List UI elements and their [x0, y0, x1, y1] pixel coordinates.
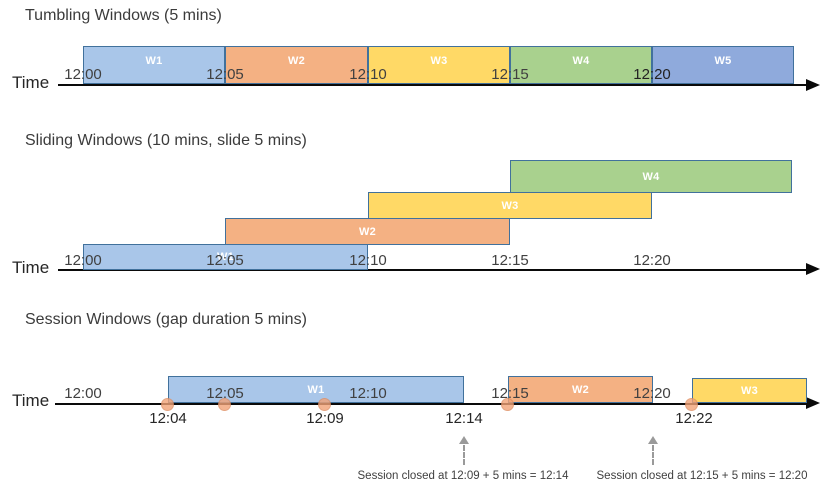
session-close-annotation-1: Session closed at 12:09 + 5 mins = 12:14	[357, 470, 569, 482]
session-tick-1200: 12:00	[64, 385, 102, 402]
sliding-title: Sliding Windows (10 mins, slide 5 mins)	[25, 132, 307, 149]
event-time-label-1209: 12:09	[306, 410, 344, 427]
event-dot-1209	[318, 398, 331, 411]
session-tick-1205: 12:05	[206, 385, 244, 402]
event-dot-1215	[501, 398, 514, 411]
sliding-tick-1205: 12:05	[206, 252, 244, 269]
annotation-arrow-line	[652, 445, 654, 465]
event-dot-1222	[685, 398, 698, 411]
tumbling-window-w5: W5	[652, 46, 794, 84]
tumbling-title: Tumbling Windows (5 mins)	[25, 7, 222, 24]
tumbling-window-w2: W2	[225, 46, 368, 84]
annotation-arrow-up-icon	[648, 436, 658, 444]
tumbling-time-axis-label: Time	[12, 73, 50, 92]
tumbling-time-axis	[58, 84, 809, 86]
sliding-window-w2: W2	[225, 218, 510, 245]
session-window-w3: W3	[692, 378, 807, 403]
sliding-window-w3: W3	[368, 192, 652, 219]
event-dot-1204	[161, 398, 174, 411]
session-window-w1: W1	[168, 376, 464, 403]
window-label: W2	[287, 55, 306, 67]
session-tick-1220: 12:20	[633, 385, 671, 402]
tumbling-window-w4: W4	[510, 46, 652, 84]
window-label: W4	[572, 55, 590, 67]
sliding-time-axis-label: Time	[12, 258, 50, 277]
session-tick-1210: 12:10	[349, 385, 387, 402]
tumbling-tick-1215: 12:15	[491, 66, 529, 83]
event-time-label-1204: 12:04	[149, 410, 187, 427]
session-close-label-1214: 12:14	[445, 410, 483, 427]
tumbling-tick-1200: 12:00	[64, 66, 102, 83]
sliding-tick-1210: 12:10	[349, 252, 387, 269]
session-title: Session Windows (gap duration 5 mins)	[25, 311, 307, 328]
sliding-tick-1200: 12:00	[64, 252, 102, 269]
window-label: W1	[145, 55, 163, 67]
tumbling-window-w3: W3	[368, 46, 510, 84]
sliding-window-w4: W4	[510, 160, 792, 193]
tumbling-tick-1210: 12:10	[349, 66, 387, 83]
window-label: W1	[307, 383, 325, 396]
session-time-axis	[55, 403, 809, 405]
sliding-window-w1: W1	[83, 244, 368, 270]
session-close-annotation-2: Session closed at 12:15 + 5 mins = 12:20	[596, 470, 808, 482]
tumbling-tick-1220: 12:20	[633, 66, 671, 83]
tumbling-tick-1205: 12:05	[206, 66, 244, 83]
window-label: W3	[430, 55, 448, 67]
sliding-tick-1220: 12:20	[633, 252, 671, 269]
window-label: W2	[571, 383, 590, 396]
window-label: W1	[216, 251, 235, 263]
tumbling-window-w1: W1	[83, 46, 225, 84]
window-label: W2	[358, 225, 377, 238]
annotation-arrow-line	[463, 445, 465, 465]
annotation-arrow-up-icon	[459, 436, 469, 444]
session-axis-arrowhead-icon	[806, 397, 820, 409]
sliding-time-axis	[58, 269, 809, 271]
window-label: W5	[714, 55, 732, 67]
sliding-axis-arrowhead-icon	[806, 263, 820, 275]
tumbling-axis-arrowhead-icon	[806, 79, 820, 91]
event-time-label-1222: 12:22	[675, 410, 713, 427]
event-dot-1205	[218, 398, 231, 411]
window-label: W3	[501, 199, 519, 212]
session-time-axis-label: Time	[12, 391, 50, 410]
session-tick-1215: 12:15	[491, 385, 529, 402]
window-label: W3	[740, 384, 759, 397]
session-window-w2: W2	[508, 376, 653, 403]
window-label: W4	[642, 170, 660, 183]
sliding-tick-1215: 12:15	[491, 252, 529, 269]
